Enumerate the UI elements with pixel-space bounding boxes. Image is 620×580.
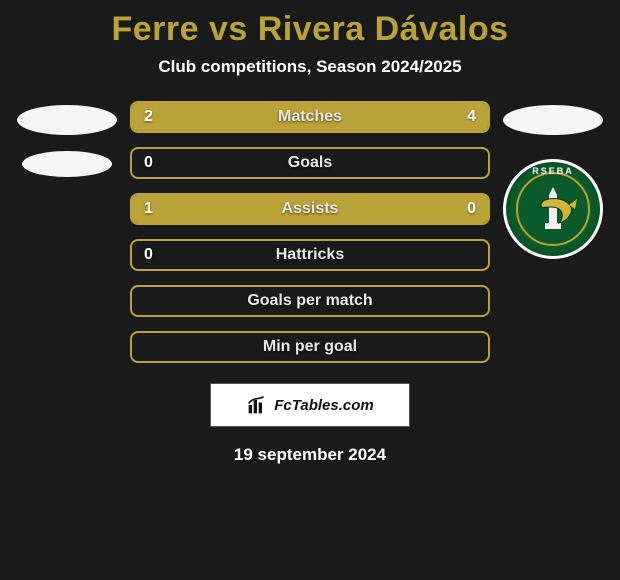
date-text: 19 september 2024 bbox=[0, 445, 620, 465]
stat-label: Assists bbox=[132, 195, 488, 223]
stat-label: Hattricks bbox=[132, 241, 488, 269]
left-player-column bbox=[14, 101, 120, 177]
stat-value-left: 1 bbox=[144, 195, 153, 223]
stat-value-left: 0 bbox=[144, 241, 153, 269]
stat-value-left: 0 bbox=[144, 149, 153, 177]
brand-text: FcTables.com bbox=[274, 397, 373, 414]
stat-row: Hattricks0 bbox=[130, 239, 490, 271]
stat-value-right: 4 bbox=[467, 103, 476, 131]
left-player-club-placeholder bbox=[22, 151, 112, 177]
comparison-infographic: Ferre vs Rivera Dávalos Club competition… bbox=[0, 0, 620, 580]
club-emblem-icon bbox=[521, 177, 585, 241]
left-player-avatar-placeholder bbox=[17, 105, 117, 135]
right-player-column: RSEBA bbox=[500, 101, 606, 259]
stat-row: Assists1 0 bbox=[130, 193, 490, 225]
badge-arc-text: RSEBA bbox=[532, 166, 574, 176]
right-player-avatar-placeholder bbox=[503, 105, 603, 135]
stat-value-right: 0 bbox=[467, 195, 476, 223]
stat-label: Matches bbox=[132, 103, 488, 131]
stat-bars: Matches24Goals0Assists10Hattricks0Goals … bbox=[130, 101, 490, 363]
stat-row: Goals0 bbox=[130, 147, 490, 179]
brand-bars-icon bbox=[246, 395, 268, 415]
stat-row: Min per goal bbox=[130, 331, 490, 363]
stat-row: Matches2 4 bbox=[130, 101, 490, 133]
stat-label: Min per goal bbox=[132, 333, 488, 361]
comparison-area: Matches24Goals0Assists10Hattricks0Goals … bbox=[0, 101, 620, 363]
page-title: Ferre vs Rivera Dávalos bbox=[0, 10, 620, 49]
stat-label: Goals bbox=[132, 149, 488, 177]
brand-box: FcTables.com bbox=[210, 383, 410, 427]
stat-label: Goals per match bbox=[132, 287, 488, 315]
subtitle: Club competitions, Season 2024/2025 bbox=[0, 57, 620, 77]
stat-value-left: 2 bbox=[144, 103, 153, 131]
right-player-club-badge: RSEBA bbox=[503, 159, 603, 259]
stat-row: Goals per match bbox=[130, 285, 490, 317]
